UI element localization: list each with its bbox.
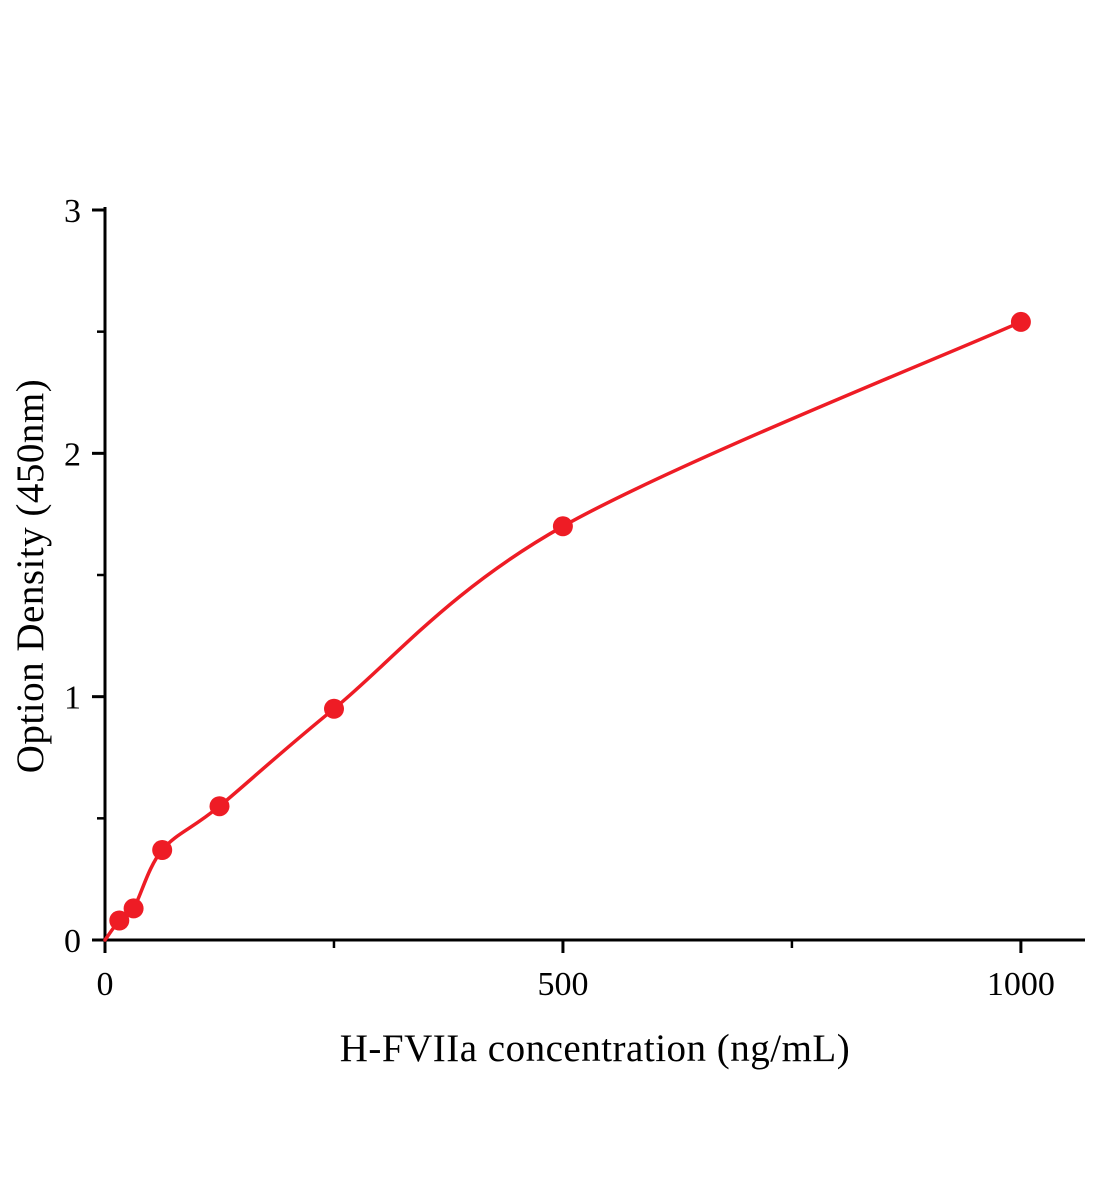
x-tick-label: 500 (537, 966, 588, 1003)
y-tick-label: 3 (64, 193, 81, 230)
data-point (209, 796, 230, 817)
y-tick-label: 2 (64, 436, 81, 473)
x-axis-title: H-FVIIa concentration (ng/mL) (339, 1027, 851, 1070)
data-point (109, 910, 130, 931)
y-tick-label: 1 (64, 680, 81, 717)
data-point (152, 840, 173, 860)
y-axis-title: Option Density (450nm) (9, 378, 52, 774)
data-point (324, 698, 344, 719)
data-point (552, 516, 573, 537)
fit-curve (103, 320, 1023, 942)
y-tick-label: 0 (64, 923, 81, 960)
data-point (123, 898, 144, 919)
x-tick-label: 0 (97, 966, 114, 1003)
x-tick-label: 1000 (987, 966, 1055, 1003)
data-point (1010, 311, 1031, 332)
